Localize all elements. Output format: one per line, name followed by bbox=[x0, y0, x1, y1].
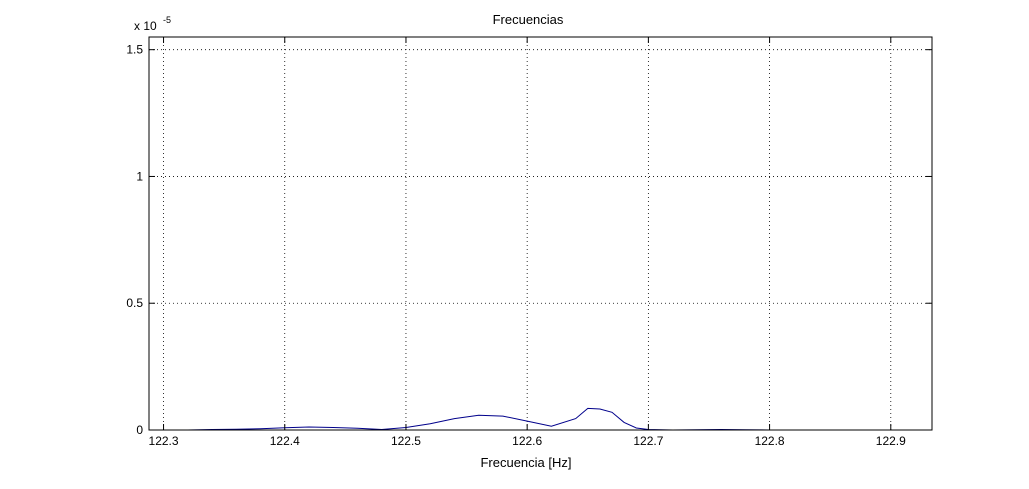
x-tick-label: 122.6 bbox=[512, 434, 542, 448]
x-tick-label: 122.5 bbox=[391, 434, 421, 448]
y-tick-label: 0.5 bbox=[126, 296, 143, 310]
y-exponent-power: -5 bbox=[163, 15, 171, 25]
axes-box bbox=[148, 36, 933, 431]
x-tick-label: 122.4 bbox=[270, 434, 300, 448]
x-tick-label: 122.9 bbox=[876, 434, 906, 448]
y-tick-label: 1.5 bbox=[126, 43, 143, 57]
chart-title: Frecuencias bbox=[493, 12, 564, 27]
x-tick-label: 122.8 bbox=[755, 434, 785, 448]
x-tick-label: 122.7 bbox=[633, 434, 663, 448]
tick-labels: 122.3 122.4 122.5 122.6 122.7 122.8 122.9 0 0.5 1… bbox=[126, 43, 906, 448]
x-axis-label: Frecuencia [Hz] bbox=[480, 455, 571, 470]
x-tick-label: 122.3 bbox=[149, 434, 179, 448]
y-exponent-base: x 10 bbox=[134, 19, 157, 33]
ticks bbox=[149, 37, 932, 431]
y-tick-label: 1 bbox=[136, 169, 143, 183]
y-tick-label: 0 bbox=[136, 423, 143, 437]
